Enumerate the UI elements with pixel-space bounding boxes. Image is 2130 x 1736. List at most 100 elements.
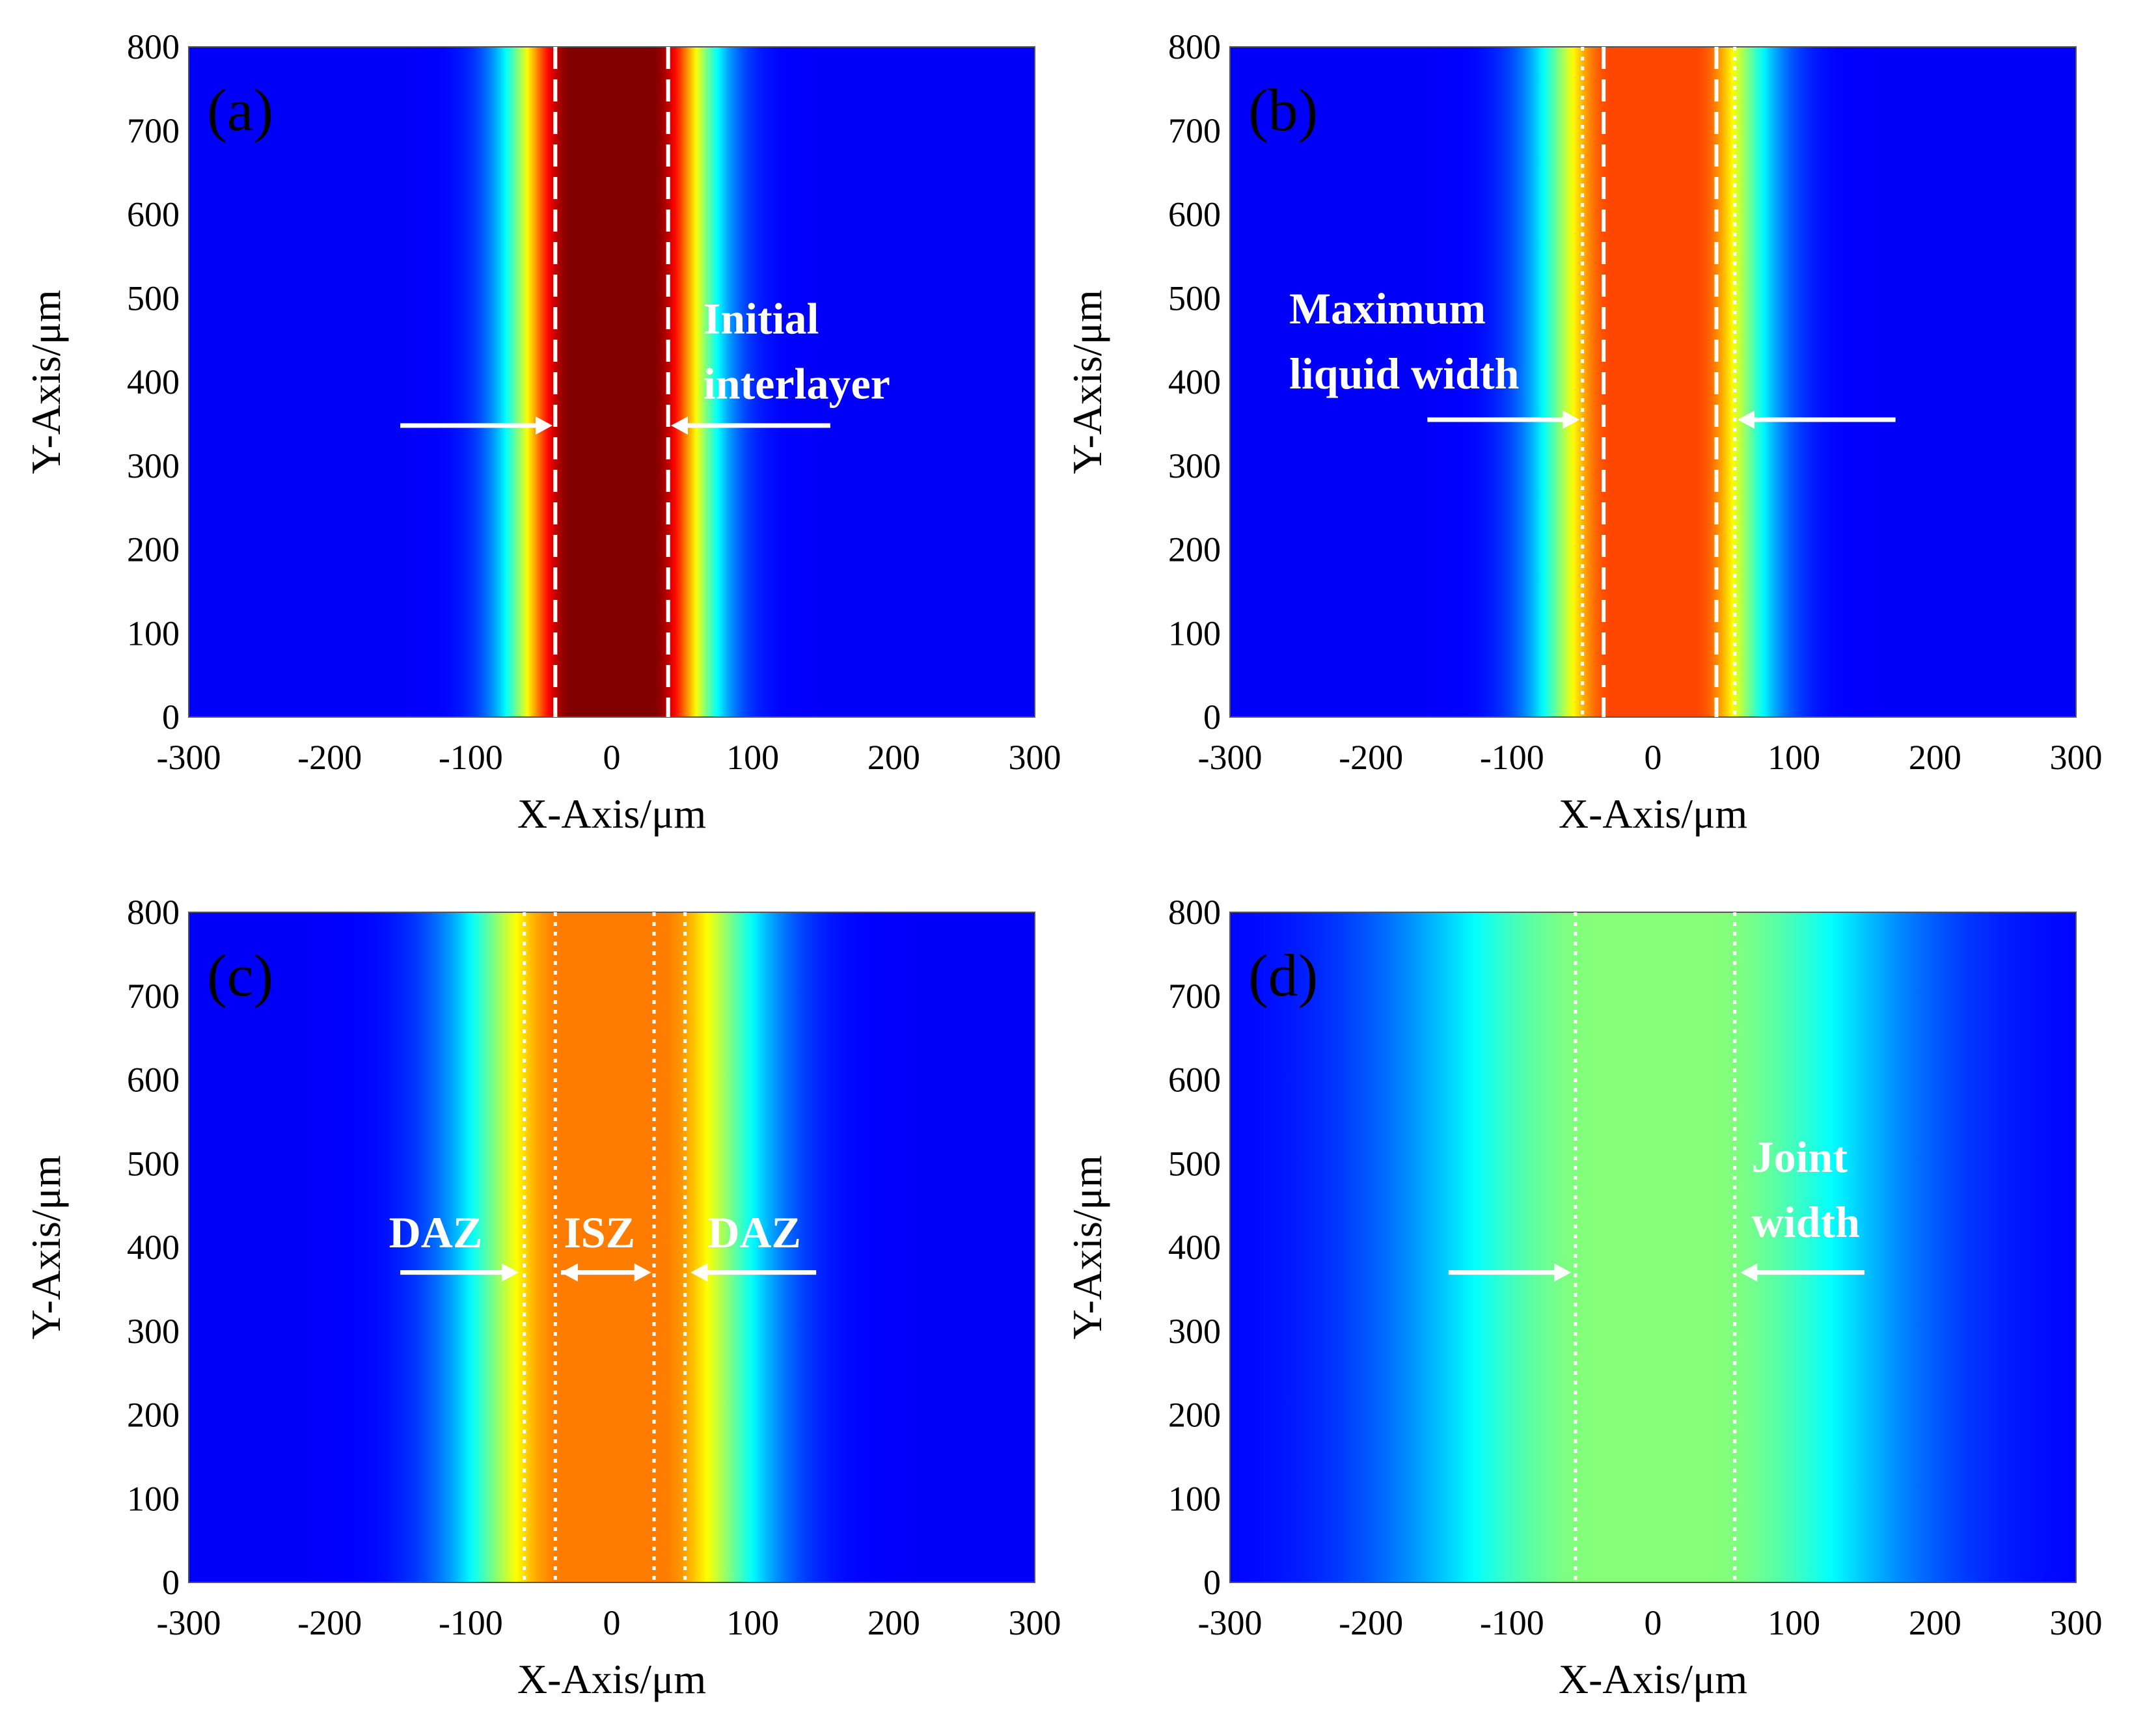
- arrow-d-0: [1448, 1263, 1572, 1282]
- y-tick-label-b-3: 300: [1168, 446, 1221, 485]
- panel-label-a: (a): [207, 77, 273, 143]
- y-axis-label-d: Y-Axis/μm: [1064, 1155, 1110, 1339]
- heatmap-b-svg: Maximum liquid width (b) -300 -200 -100 0 100 20…: [1064, 27, 2103, 837]
- y-tick-label-b-7: 700: [1168, 111, 1221, 150]
- y-tick-label-a-2: 200: [127, 530, 180, 569]
- y-tick-label-d-6: 600: [1168, 1061, 1221, 1100]
- arrow-a-0: [400, 416, 553, 435]
- heatmap-panel-d: Joint width (d) -300 -200 -100 0 100 200 300 0 100 2…: [1041, 865, 2109, 1731]
- annotation-a-0-0: Initial: [703, 293, 819, 343]
- x-tick-label-d-4: 100: [1768, 1603, 1820, 1642]
- y-tick-label-a-7: 700: [127, 111, 180, 150]
- panel-label-d: (d): [1248, 942, 1318, 1009]
- annotation-c-0-0: DAZ: [389, 1208, 483, 1257]
- x-tick-label-b-3: 0: [1645, 738, 1662, 777]
- arrow-a-1: [671, 416, 830, 435]
- y-tick-label-c-1: 100: [127, 1479, 180, 1518]
- y-tick-label-a-8: 800: [127, 27, 180, 66]
- y-tick-label-c-4: 400: [127, 1228, 180, 1267]
- x-tick-label-c-1: -200: [297, 1603, 362, 1642]
- heatmap-b-field: [1230, 47, 2076, 717]
- x-tick-label-b-6: 300: [2050, 738, 2103, 777]
- x-tick-label-d-6: 300: [2050, 1603, 2103, 1642]
- panel-label-c: (c): [207, 942, 273, 1009]
- x-tick-label-b-4: 100: [1768, 738, 1820, 777]
- x-tick-label-c-3: 0: [603, 1603, 621, 1642]
- plot-frame-a: [188, 46, 1035, 718]
- y-tick-label-d-1: 100: [1168, 1479, 1221, 1518]
- y-tick-label-d-3: 300: [1168, 1312, 1221, 1351]
- x-tick-label-a-1: -200: [297, 738, 362, 777]
- y-tick-label-b-2: 200: [1168, 530, 1221, 569]
- y-tick-label-c-7: 700: [127, 977, 180, 1016]
- y-tick-label-a-5: 500: [127, 278, 180, 318]
- y-tick-label-d-7: 700: [1168, 977, 1221, 1016]
- x-tick-label-a-3: 0: [603, 738, 621, 777]
- x-tick-label-b-2: -100: [1480, 738, 1544, 777]
- x-tick-label-c-5: 200: [867, 1603, 920, 1642]
- y-tick-label-a-1: 100: [127, 614, 180, 653]
- x-tick-label-d-2: -100: [1480, 1603, 1544, 1642]
- y-tick-label-a-0: 0: [162, 698, 180, 737]
- y-tick-label-d-0: 0: [1203, 1563, 1221, 1602]
- x-axis-label-c: X-Axis/μm: [517, 1656, 706, 1702]
- x-tick-label-b-1: -200: [1339, 738, 1403, 777]
- y-tick-label-b-6: 600: [1168, 195, 1221, 234]
- x-tick-label-b-0: -300: [1198, 738, 1263, 777]
- plot-frame-d: [1229, 912, 2077, 1583]
- y-tick-label-c-5: 500: [127, 1144, 180, 1183]
- x-axis-label-d: X-Axis/μm: [1559, 1656, 1747, 1702]
- y-tick-label-a-4: 400: [127, 362, 180, 401]
- plot-frame-b: [1229, 46, 2077, 718]
- y-tick-label-c-6: 600: [127, 1061, 180, 1100]
- heatmap-a-field: [189, 47, 1035, 717]
- x-tick-label-d-1: -200: [1339, 1603, 1403, 1642]
- y-tick-label-c-3: 300: [127, 1312, 180, 1351]
- x-tick-label-c-6: 300: [1009, 1603, 1061, 1642]
- x-axis-label-a: X-Axis/μm: [517, 791, 706, 837]
- heatmap-panel-a: Initial interlayer (a) -300 -200 -100 0 100 200 3…: [0, 0, 1067, 865]
- x-tick-label-a-4: 100: [726, 738, 779, 777]
- y-tick-label-c-2: 200: [127, 1396, 180, 1435]
- heatmap-d-field: [1230, 912, 2076, 1582]
- annotation-c-2-0: DAZ: [707, 1208, 801, 1257]
- annotation-c-1-0: ISZ: [564, 1208, 635, 1257]
- arrow-b-0: [1427, 410, 1580, 429]
- x-tick-label-d-0: -300: [1198, 1603, 1263, 1642]
- y-tick-label-a-6: 600: [127, 195, 180, 234]
- y-tick-label-c-0: 0: [162, 1563, 180, 1602]
- arrow-c-0: [400, 1263, 519, 1282]
- heatmap-d-svg: Joint width (d) -300 -200 -100 0 100 200 300 0 100 2…: [1064, 893, 2103, 1702]
- y-tick-label-b-4: 400: [1168, 362, 1221, 401]
- x-tick-label-c-0: -300: [157, 1603, 221, 1642]
- annotation-a-0-1: interlayer: [703, 359, 890, 408]
- y-tick-label-b-1: 100: [1168, 614, 1221, 653]
- heatmap-a-svg: Initial interlayer (a) -300 -200 -100 0 100 200 3…: [23, 27, 1061, 837]
- heatmap-panel-c: DAZ ISZ DAZ (c) -300 -200 -100 0 100 200 300 0 100 20…: [0, 865, 1067, 1731]
- x-tick-label-d-3: 0: [1645, 1603, 1662, 1642]
- arrow-d-1: [1740, 1263, 1864, 1282]
- y-tick-label-c-8: 800: [127, 893, 180, 932]
- y-axis-label-b: Y-Axis/μm: [1064, 290, 1110, 474]
- annotation-b-0-0: Maximum: [1289, 284, 1486, 333]
- x-tick-label-a-6: 300: [1009, 738, 1061, 777]
- arrow-c-2: [690, 1263, 817, 1282]
- x-tick-label-a-0: -300: [157, 738, 221, 777]
- x-tick-label-a-2: -100: [439, 738, 503, 777]
- annotation-d-0-0: Joint: [1752, 1132, 1848, 1182]
- arrow-c-1: [561, 1263, 651, 1282]
- plot-frame-c: [188, 912, 1035, 1583]
- arrow-b-1: [1738, 410, 1896, 429]
- x-tick-label-d-5: 200: [1909, 1603, 1961, 1642]
- y-tick-label-b-5: 500: [1168, 278, 1221, 318]
- heatmap-c-svg: DAZ ISZ DAZ (c) -300 -200 -100 0 100 200 300 0 100 20…: [23, 893, 1061, 1702]
- annotation-d-0-1: width: [1752, 1197, 1860, 1247]
- y-tick-label-d-4: 400: [1168, 1228, 1221, 1267]
- heatmap-panel-b: Maximum liquid width (b) -300 -200 -100 0 100 20…: [1041, 0, 2109, 865]
- y-tick-label-d-2: 200: [1168, 1396, 1221, 1435]
- y-tick-label-d-8: 800: [1168, 893, 1221, 932]
- y-tick-label-b-8: 800: [1168, 27, 1221, 66]
- y-axis-label-a: Y-Axis/μm: [23, 290, 69, 474]
- y-tick-label-a-3: 300: [127, 446, 180, 485]
- y-tick-label-d-5: 500: [1168, 1144, 1221, 1183]
